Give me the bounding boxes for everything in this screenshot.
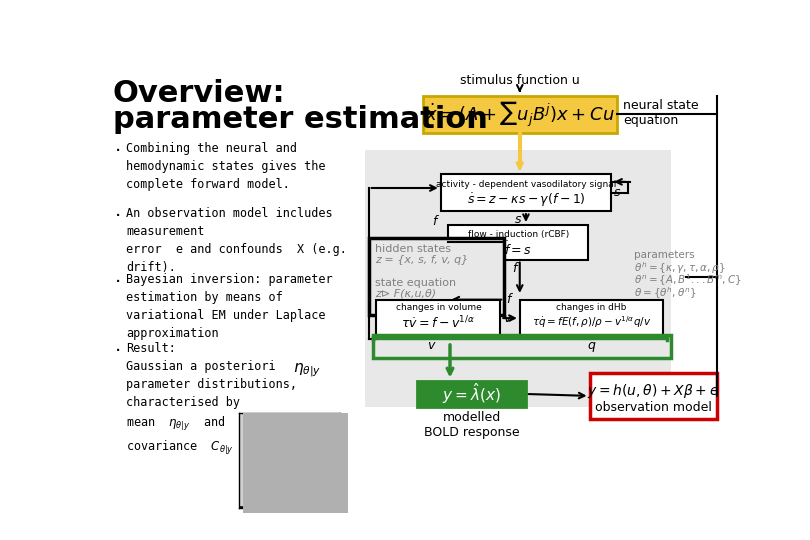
Text: changes in dHb: changes in dHb xyxy=(556,303,627,313)
Bar xyxy=(590,373,718,419)
Text: neural state
equation: neural state equation xyxy=(623,99,698,127)
Text: $\dot{f} = s$: $\dot{f} = s$ xyxy=(504,240,532,258)
Text: ·: · xyxy=(115,142,122,161)
Bar xyxy=(449,225,588,260)
Bar xyxy=(417,381,526,408)
Text: Bayesian inversion: parameter
estimation by means of
variational EM under Laplac: Bayesian inversion: parameter estimation… xyxy=(126,273,333,340)
Text: parameters: parameters xyxy=(634,249,695,260)
Bar xyxy=(423,96,616,132)
Bar xyxy=(441,174,612,211)
Text: $\tau\dot{q} = f E(f,\rho)/\rho - v^{1/\alpha}q/v$: $\tau\dot{q} = f E(f,\rho)/\rho - v^{1/\… xyxy=(531,314,651,330)
Bar xyxy=(373,335,671,358)
Text: modelled
BOLD response: modelled BOLD response xyxy=(424,411,519,440)
Text: $y = \hat{\lambda}(x)$: $y = \hat{\lambda}(x)$ xyxy=(442,382,501,407)
Text: observation model: observation model xyxy=(595,401,712,414)
Bar xyxy=(369,238,505,315)
Text: state equation: state equation xyxy=(375,278,456,288)
Text: hidden states: hidden states xyxy=(375,244,451,254)
Text: $\eta_{\theta|y}$: $\eta_{\theta|y}$ xyxy=(292,361,321,379)
Text: parameter estimation: parameter estimation xyxy=(113,105,488,134)
Text: s: s xyxy=(613,186,620,199)
Bar xyxy=(377,300,501,336)
Text: f: f xyxy=(506,293,511,306)
Text: v: v xyxy=(503,312,510,325)
Text: activity - dependent vasodilatory signal: activity - dependent vasodilatory signal xyxy=(436,180,616,190)
Text: $y = h(u,\theta) + X\beta + e$: $y = h(u,\theta) + X\beta + e$ xyxy=(587,382,719,400)
Text: ·: · xyxy=(115,273,122,292)
Text: Overview:: Overview: xyxy=(113,79,285,107)
Text: ·: · xyxy=(115,342,122,361)
Text: $\dot{x}=(A+\sum u_j B^j)x+Cu$: $\dot{x}=(A+\sum u_j B^j)x+Cu$ xyxy=(425,99,615,129)
Bar xyxy=(364,150,671,408)
Text: $\theta = \{\theta^h, \theta^n\}$: $\theta = \{\theta^h, \theta^n\}$ xyxy=(634,285,697,301)
Bar xyxy=(520,300,663,336)
Text: flow - induction (rCBF): flow - induction (rCBF) xyxy=(467,230,569,239)
Text: changes in volume: changes in volume xyxy=(395,303,481,313)
Text: $\theta^h = \{\kappa, \gamma, \tau, \alpha, \rho\}$: $\theta^h = \{\kappa, \gamma, \tau, \alp… xyxy=(634,260,727,276)
Text: s: s xyxy=(515,213,522,226)
Text: stimulus function u: stimulus function u xyxy=(460,74,580,87)
Text: Result:
Gaussian a posteriori
parameter distributions,
characterised by
mean  $\: Result: Gaussian a posteriori parameter … xyxy=(126,342,297,457)
Text: f: f xyxy=(433,215,437,228)
Text: Combining the neural and
hemodynamic states gives the
complete forward model.: Combining the neural and hemodynamic sta… xyxy=(126,142,326,191)
Text: v: v xyxy=(427,339,434,352)
Text: $\tau\dot{v}= f - v^{1/\alpha}$: $\tau\dot{v}= f - v^{1/\alpha}$ xyxy=(401,314,475,331)
Text: $\theta^n = \{A, B^1...B^m, C\}$: $\theta^n = \{A, B^1...B^m, C\}$ xyxy=(634,273,742,288)
Text: An observation model includes
measurement
error  e and confounds  X (e.g.
drift): An observation model includes measuremen… xyxy=(126,207,347,274)
Text: z⊳ F(κ,u,θ): z⊳ F(κ,u,θ) xyxy=(375,289,436,299)
Text: f: f xyxy=(512,262,517,275)
Text: ·: · xyxy=(115,207,122,226)
Text: q: q xyxy=(587,339,595,352)
Text: $\dot{s} = z - \kappa s - \gamma(f-1)$: $\dot{s} = z - \kappa s - \gamma(f-1)$ xyxy=(467,191,586,208)
Text: z = {x, s, f, v, q}: z = {x, s, f, v, q} xyxy=(375,255,468,265)
